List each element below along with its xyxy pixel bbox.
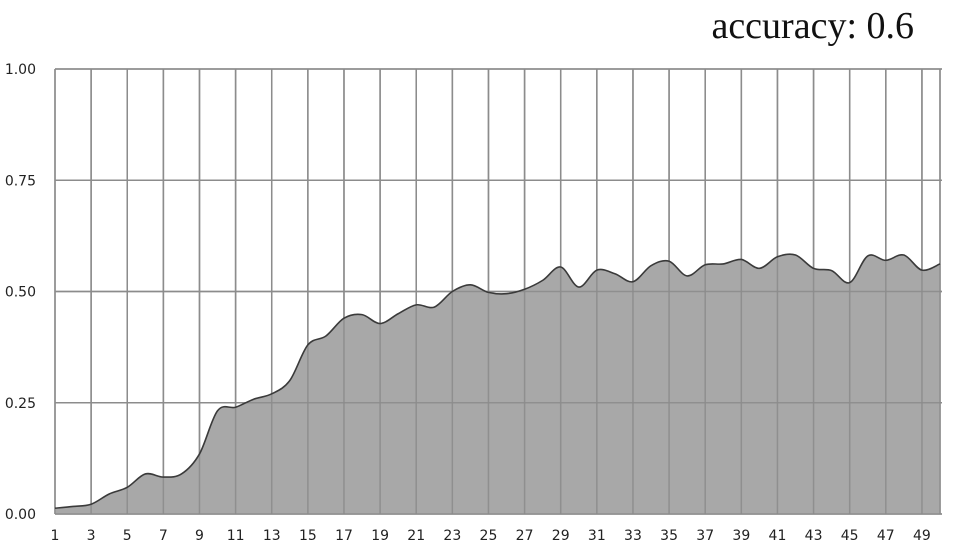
data-point (903, 254, 905, 256)
x-tick-label: 43 (805, 528, 823, 544)
data-point (668, 260, 670, 262)
data-point (126, 486, 128, 488)
data-point (921, 269, 923, 271)
x-tick-label: 29 (552, 528, 570, 544)
x-tick-label: 37 (696, 528, 714, 544)
y-tick-label: 0.75 (5, 173, 36, 189)
x-tick-label: 11 (227, 528, 245, 544)
data-point (560, 266, 562, 268)
data-point (487, 291, 489, 293)
data-point (704, 264, 706, 266)
x-tick-label: 41 (769, 528, 787, 544)
data-point (162, 476, 164, 478)
x-tick-label: 23 (443, 528, 461, 544)
x-tick-label: 27 (516, 528, 534, 544)
data-point (90, 503, 92, 505)
y-tick-label: 0.50 (5, 285, 36, 301)
x-tick-label: 31 (588, 528, 606, 544)
data-point (307, 344, 309, 346)
data-point (848, 281, 850, 283)
data-point (271, 393, 273, 395)
data-point (379, 322, 381, 324)
data-point (867, 255, 869, 257)
data-point (469, 284, 471, 286)
tick-labels: 1 3 5 7 9 11 13 15 17 19 21 23 25 27 29 31 33 35 37 39 41 43 4… (5, 62, 931, 544)
data-point (144, 473, 146, 475)
x-tick-label: 13 (263, 528, 281, 544)
x-tick-label: 47 (877, 528, 895, 544)
data-point (54, 507, 56, 509)
data-point (234, 406, 236, 408)
x-tick-label: 1 (51, 528, 60, 544)
x-tick-label: 25 (480, 528, 498, 544)
data-point (885, 259, 887, 261)
data-point (939, 263, 941, 265)
y-tick-label: 0.00 (5, 507, 36, 523)
data-point (289, 379, 291, 381)
x-tick-label: 21 (407, 528, 425, 544)
data-point (614, 273, 616, 275)
x-tick-label: 45 (841, 528, 859, 544)
data-point (596, 269, 598, 271)
data-point (758, 267, 760, 269)
data-point (361, 313, 363, 315)
data-point (198, 453, 200, 455)
data-point (740, 258, 742, 260)
x-tick-label: 7 (159, 528, 168, 544)
data-point (343, 317, 345, 319)
x-tick-label: 35 (660, 528, 678, 544)
x-tick-label: 3 (87, 528, 96, 544)
data-point (830, 269, 832, 271)
data-point (397, 313, 399, 315)
chart-title: accuracy: 0.6 (711, 5, 914, 47)
data-point (415, 304, 417, 306)
data-point (108, 493, 110, 495)
data-point (180, 473, 182, 475)
x-tick-label: 39 (732, 528, 750, 544)
y-tick-label: 1.00 (5, 62, 36, 78)
data-point (451, 290, 453, 292)
x-tick-label: 17 (335, 528, 353, 544)
data-point (541, 279, 543, 281)
data-point (578, 286, 580, 288)
data-point (523, 288, 525, 290)
data-point (252, 398, 254, 400)
data-point (632, 281, 634, 283)
x-tick-label: 9 (195, 528, 204, 544)
data-point (505, 293, 507, 295)
x-tick-label: 33 (624, 528, 642, 544)
y-tick-label: 0.25 (5, 396, 36, 412)
data-point (650, 264, 652, 266)
area-fill (55, 254, 940, 515)
x-tick-label: 19 (371, 528, 389, 544)
data-point (216, 410, 218, 412)
data-point (433, 306, 435, 308)
data-point (722, 263, 724, 265)
data-point (325, 335, 327, 337)
x-tick-label: 5 (123, 528, 132, 544)
x-tick-label: 49 (913, 528, 931, 544)
data-point (686, 275, 688, 277)
data-point (776, 256, 778, 258)
data-point (72, 505, 74, 507)
x-tick-label: 15 (299, 528, 317, 544)
data-point (794, 254, 796, 256)
series-line (54, 253, 941, 510)
data-point (812, 267, 814, 269)
